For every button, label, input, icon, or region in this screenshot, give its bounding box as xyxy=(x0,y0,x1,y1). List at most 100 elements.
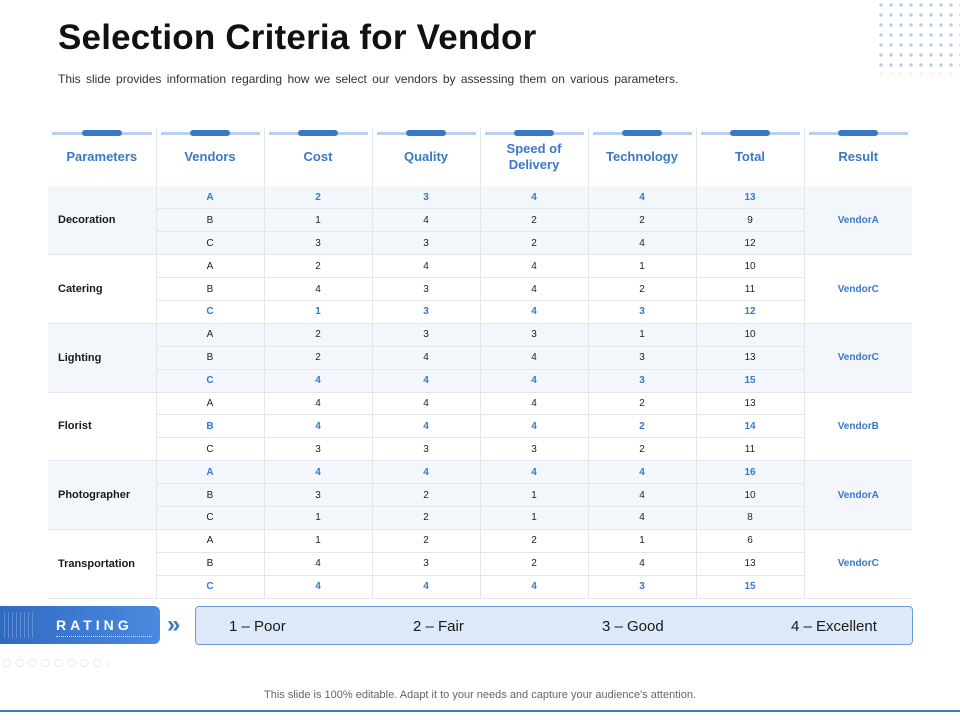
cost-cell: 1 xyxy=(264,300,373,324)
vendor-cell: A xyxy=(156,254,265,279)
quality-cell: 3 xyxy=(372,437,481,462)
parameter-cell: Photographer xyxy=(48,460,157,530)
table-group-transportation: Transportation A 1 2 2 1 6 VendorC B 4 3 2 4 13 C 4 4 4 3 1… xyxy=(48,529,912,599)
rating-scale-bar: 1 – Poor 2 – Fair 3 – Good 4 – Excellent xyxy=(195,606,913,645)
vendor-cell: A xyxy=(156,323,265,347)
double-chevron-right-icon: » xyxy=(167,611,181,638)
footer-note: This slide is 100% editable. Adapt it to… xyxy=(264,689,696,701)
quality-cell: 4 xyxy=(372,460,481,485)
total-cell: 13 xyxy=(696,552,805,576)
table-row: B 4 3 2 4 13 xyxy=(48,552,912,576)
table-row: B 4 3 4 2 11 xyxy=(48,277,912,301)
cost-cell: 4 xyxy=(264,392,373,416)
technology-cell: 4 xyxy=(588,552,697,576)
quality-cell: 3 xyxy=(372,186,481,210)
technology-cell: 2 xyxy=(588,437,697,462)
quality-cell: 4 xyxy=(372,369,481,393)
table-row: Transportation A 1 2 2 1 6 VendorC xyxy=(48,529,912,599)
cost-cell: 4 xyxy=(264,277,373,301)
cost-cell: 4 xyxy=(264,552,373,576)
quality-cell: 3 xyxy=(372,323,481,347)
header-cost: Cost xyxy=(264,128,373,186)
cost-cell: 1 xyxy=(264,506,373,530)
speed-of-delivery-cell: 4 xyxy=(480,369,589,393)
table-row: C 3 3 3 2 11 xyxy=(48,437,912,462)
vendor-cell: A xyxy=(156,529,265,553)
result-cell: VendorC xyxy=(804,323,912,393)
speed-of-delivery-cell: 4 xyxy=(480,277,589,301)
rating-scale-good: 3 – Good xyxy=(602,618,664,635)
total-cell: 15 xyxy=(696,575,805,599)
quality-cell: 4 xyxy=(372,346,481,370)
page-subtitle: This slide provides information regardin… xyxy=(58,72,679,86)
total-cell: 10 xyxy=(696,254,805,279)
total-cell: 11 xyxy=(696,277,805,301)
table-row: B 2 4 4 3 13 xyxy=(48,346,912,370)
table-group-decoration: Decoration A 2 3 4 4 13 VendorA B 1 4 2 2 9 C 3 3 2 4 12 xyxy=(48,186,912,256)
table-group-florist: Florist A 4 4 4 2 13 VendorB B 4 4 4 2 14 C 3 3 3 2 11 xyxy=(48,392,912,462)
total-cell: 11 xyxy=(696,437,805,462)
quality-cell: 3 xyxy=(372,277,481,301)
total-cell: 13 xyxy=(696,346,805,370)
technology-cell: 4 xyxy=(588,460,697,485)
vendor-criteria-table-container: Parameters Vendors Cost Quality Speed of… xyxy=(48,128,912,599)
speed-of-delivery-cell: 4 xyxy=(480,392,589,416)
quality-cell: 2 xyxy=(372,506,481,530)
vendor-cell: A xyxy=(156,186,265,210)
quality-cell: 4 xyxy=(372,392,481,416)
rating-label: RATING xyxy=(56,617,133,633)
rating-scale-poor: 1 – Poor xyxy=(229,618,286,635)
total-cell: 13 xyxy=(696,392,805,416)
rating-scale-excellent: 4 – Excellent xyxy=(791,618,877,635)
vendor-cell: A xyxy=(156,460,265,485)
result-cell: VendorA xyxy=(804,186,912,256)
result-cell: VendorC xyxy=(804,529,912,599)
table-row: Decoration A 2 3 4 4 13 VendorA xyxy=(48,186,912,256)
table-row: B 3 2 1 4 10 xyxy=(48,483,912,507)
cost-cell: 4 xyxy=(264,575,373,599)
technology-cell: 3 xyxy=(588,346,697,370)
quality-cell: 3 xyxy=(372,552,481,576)
technology-cell: 1 xyxy=(588,323,697,347)
technology-cell: 2 xyxy=(588,277,697,301)
total-cell: 9 xyxy=(696,208,805,233)
table-row: C 4 4 4 3 15 xyxy=(48,369,912,393)
vendor-criteria-table: Parameters Vendors Cost Quality Speed of… xyxy=(48,128,912,599)
speed-of-delivery-cell: 3 xyxy=(480,437,589,462)
result-cell: VendorA xyxy=(804,460,912,530)
technology-cell: 3 xyxy=(588,369,697,393)
technology-cell: 2 xyxy=(588,208,697,233)
technology-cell: 4 xyxy=(588,231,697,256)
cost-cell: 3 xyxy=(264,437,373,462)
rating-stripes-decoration xyxy=(4,612,34,638)
total-cell: 6 xyxy=(696,529,805,553)
total-cell: 15 xyxy=(696,369,805,393)
decorative-dot-grid xyxy=(876,0,960,74)
bottom-accent-line xyxy=(0,710,960,712)
cost-cell: 1 xyxy=(264,208,373,233)
table-row: C 4 4 4 3 15 xyxy=(48,575,912,599)
quality-cell: 2 xyxy=(372,483,481,507)
total-cell: 13 xyxy=(696,186,805,210)
table-row: Lighting A 2 3 3 1 10 VendorC xyxy=(48,323,912,393)
rating-label-box: RATING xyxy=(0,606,160,644)
vendor-cell: B xyxy=(156,277,265,301)
parameter-cell: Lighting xyxy=(48,323,157,393)
header-technology: Technology xyxy=(588,128,697,186)
table-group-catering: Catering A 2 4 4 1 10 VendorC B 4 3 4 2 11 C 1 3 4 3 12 xyxy=(48,254,912,324)
cost-cell: 2 xyxy=(264,254,373,279)
total-cell: 8 xyxy=(696,506,805,530)
total-cell: 10 xyxy=(696,323,805,347)
vendor-cell: C xyxy=(156,300,265,324)
table-row: Photographer A 4 4 4 4 16 VendorA xyxy=(48,460,912,530)
cost-cell: 2 xyxy=(264,323,373,347)
total-cell: 12 xyxy=(696,300,805,324)
cost-cell: 4 xyxy=(264,414,373,439)
vendor-cell: A xyxy=(156,392,265,416)
cost-cell: 1 xyxy=(264,529,373,553)
vendor-cell: B xyxy=(156,414,265,439)
cost-cell: 4 xyxy=(264,369,373,393)
header-vendors: Vendors xyxy=(156,128,265,186)
vendor-cell: B xyxy=(156,483,265,507)
